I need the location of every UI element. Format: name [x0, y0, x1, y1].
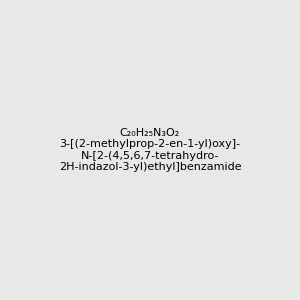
Text: C₂₀H₂₅N₃O₂
3-[(2-methylprop-2-en-1-yl)oxy]-
N-[2-(4,5,6,7-tetrahydro-
2H-indazol: C₂₀H₂₅N₃O₂ 3-[(2-methylprop-2-en-1-yl)ox…: [59, 128, 241, 172]
